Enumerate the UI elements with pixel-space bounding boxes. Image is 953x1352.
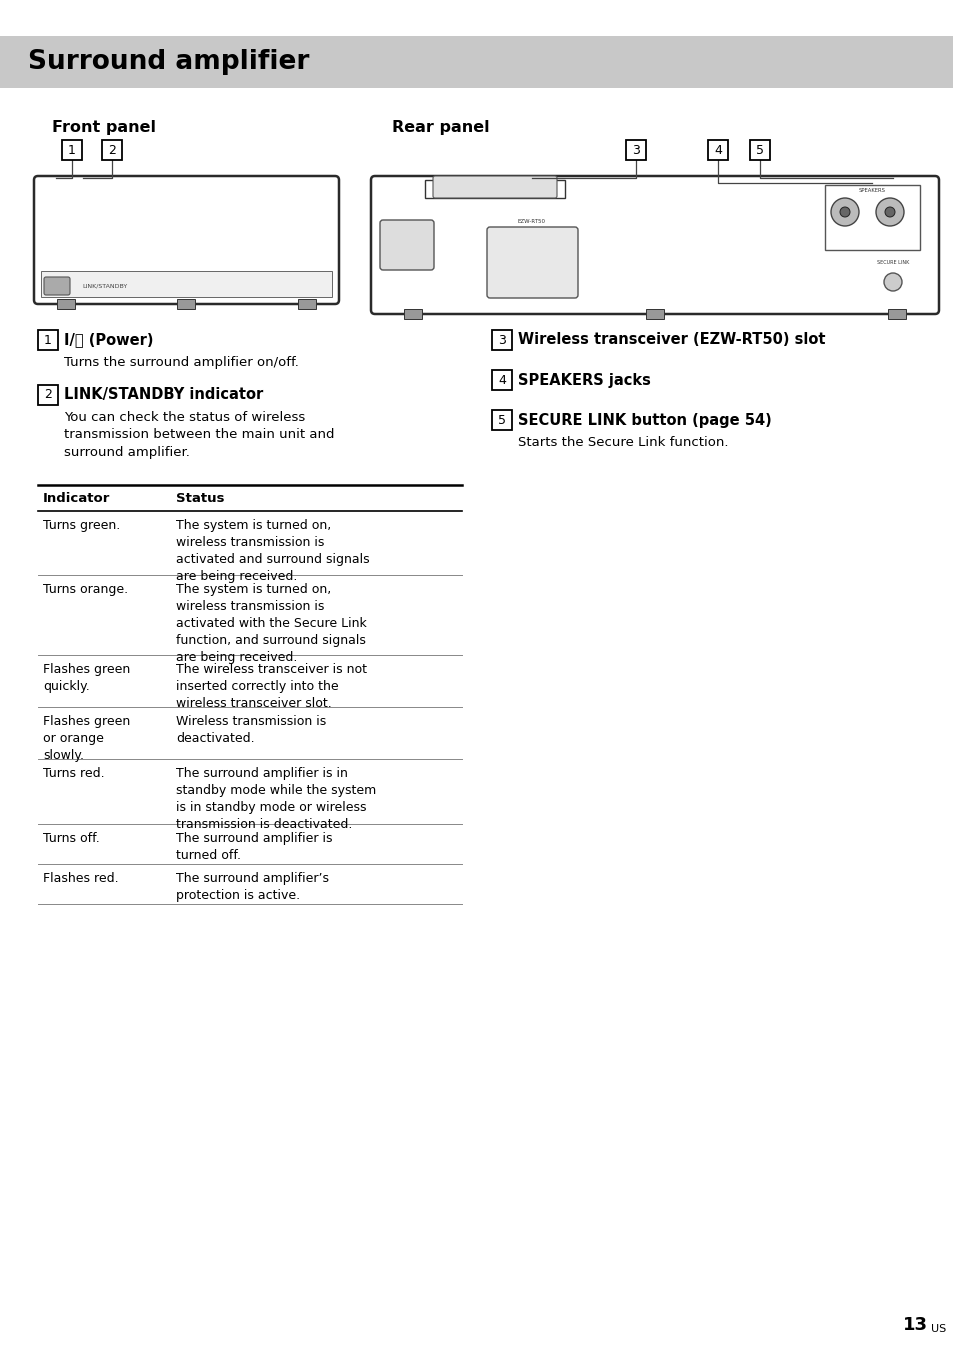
FancyBboxPatch shape — [379, 220, 434, 270]
Text: US: US — [930, 1324, 945, 1334]
Bar — [41, 270, 332, 297]
Bar — [62, 141, 82, 160]
Text: Turns green.: Turns green. — [43, 519, 120, 531]
Circle shape — [883, 273, 901, 291]
Bar — [38, 385, 58, 406]
FancyBboxPatch shape — [34, 176, 338, 304]
Text: 4: 4 — [713, 143, 721, 157]
Text: Turns off.: Turns off. — [43, 831, 100, 845]
Text: 1: 1 — [44, 334, 51, 346]
Text: Rear panel: Rear panel — [392, 120, 489, 135]
Text: Turns the surround amplifier on/off.: Turns the surround amplifier on/off. — [64, 356, 298, 369]
Bar — [824, 185, 919, 250]
Text: The surround amplifier’s
protection is active.: The surround amplifier’s protection is a… — [175, 872, 329, 902]
FancyBboxPatch shape — [486, 227, 578, 297]
Text: Starts the Secure Link function.: Starts the Secure Link function. — [517, 435, 728, 449]
Text: Surround amplifier: Surround amplifier — [28, 49, 309, 74]
Text: The wireless transceiver is not
inserted correctly into the
wireless transceiver: The wireless transceiver is not inserted… — [175, 662, 367, 710]
Text: Flashes green
or orange
slowly.: Flashes green or orange slowly. — [43, 715, 131, 763]
Text: Indicator: Indicator — [43, 492, 111, 504]
Bar — [645, 310, 663, 319]
Text: Turns red.: Turns red. — [43, 767, 105, 780]
Bar — [0, 37, 953, 88]
Text: SPEAKERS jacks: SPEAKERS jacks — [517, 373, 650, 388]
Text: 3: 3 — [497, 334, 505, 346]
Bar — [492, 410, 512, 430]
Bar — [492, 330, 512, 350]
Circle shape — [830, 197, 858, 226]
Circle shape — [840, 207, 849, 218]
FancyBboxPatch shape — [433, 176, 557, 197]
Bar — [403, 310, 421, 319]
Text: Wireless transceiver (EZW-RT50) slot: Wireless transceiver (EZW-RT50) slot — [517, 333, 824, 347]
Bar — [57, 299, 75, 310]
Bar — [177, 299, 194, 310]
Text: Front panel: Front panel — [52, 120, 156, 135]
Bar — [492, 370, 512, 389]
Text: 5: 5 — [497, 414, 505, 426]
Text: SECURE LINK button (page 54): SECURE LINK button (page 54) — [517, 412, 771, 427]
Text: The surround amplifier is in
standby mode while the system
is in standby mode or: The surround amplifier is in standby mod… — [175, 767, 375, 831]
Text: Status: Status — [175, 492, 224, 504]
Text: 2: 2 — [44, 388, 51, 402]
Text: Turns orange.: Turns orange. — [43, 583, 128, 596]
Text: SPEAKERS: SPEAKERS — [858, 188, 884, 193]
Text: EZW-RT50: EZW-RT50 — [517, 219, 545, 224]
Bar — [297, 299, 315, 310]
FancyBboxPatch shape — [44, 277, 70, 295]
Text: Flashes green
quickly.: Flashes green quickly. — [43, 662, 131, 694]
Text: The system is turned on,
wireless transmission is
activated and surround signals: The system is turned on, wireless transm… — [175, 519, 369, 583]
Circle shape — [884, 207, 894, 218]
Text: 5: 5 — [755, 143, 763, 157]
FancyBboxPatch shape — [371, 176, 938, 314]
Bar — [38, 330, 58, 350]
Text: The surround amplifier is
turned off.: The surround amplifier is turned off. — [175, 831, 333, 863]
Text: LINK/STANDBY indicator: LINK/STANDBY indicator — [64, 388, 263, 403]
Bar — [424, 180, 564, 197]
Text: LINK/STANDBY: LINK/STANDBY — [82, 284, 127, 288]
Text: Flashes red.: Flashes red. — [43, 872, 118, 886]
Bar — [887, 310, 905, 319]
Text: The system is turned on,
wireless transmission is
activated with the Secure Link: The system is turned on, wireless transm… — [175, 583, 366, 664]
Text: SECURE LINK: SECURE LINK — [876, 260, 908, 265]
Text: 13: 13 — [902, 1315, 927, 1334]
Bar — [625, 141, 645, 160]
Text: 3: 3 — [632, 143, 639, 157]
Text: 4: 4 — [497, 373, 505, 387]
Text: 1: 1 — [68, 143, 76, 157]
Text: Wireless transmission is
deactivated.: Wireless transmission is deactivated. — [175, 715, 326, 745]
Circle shape — [875, 197, 903, 226]
Bar — [102, 141, 122, 160]
Bar — [749, 141, 769, 160]
Text: I/⏻ (Power): I/⏻ (Power) — [64, 333, 153, 347]
Text: You can check the status of wireless
transmission between the main unit and
surr: You can check the status of wireless tra… — [64, 411, 335, 458]
Bar — [707, 141, 727, 160]
Text: 2: 2 — [108, 143, 116, 157]
